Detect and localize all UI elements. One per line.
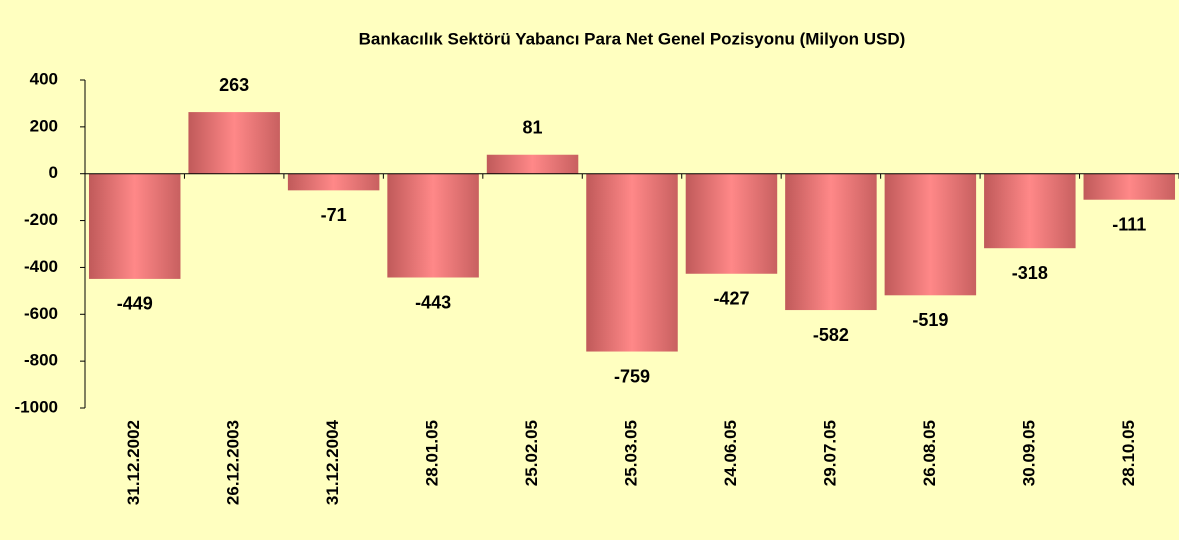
bar: [586, 173, 678, 352]
value-label: 81: [523, 117, 543, 137]
bar: [785, 173, 877, 311]
bar: [1083, 173, 1176, 200]
value-label: -443: [415, 292, 451, 312]
value-label: -582: [813, 325, 849, 345]
value-label: 263: [219, 75, 249, 95]
chart-title: Bankacılık Sektörü Yabancı Para Net Gene…: [359, 29, 906, 48]
bar: [486, 154, 579, 174]
y-tick-label: -800: [24, 351, 58, 370]
x-tick-label: 31.12.2004: [323, 419, 342, 505]
bar: [387, 173, 479, 278]
y-tick-label: -600: [24, 304, 58, 323]
value-label: -318: [1012, 263, 1048, 283]
value-label: -519: [912, 310, 948, 330]
y-tick-label: -200: [24, 210, 58, 229]
y-tick-label: 0: [49, 163, 58, 182]
x-tick-label: 26.12.2003: [224, 420, 243, 505]
bar: [287, 173, 380, 191]
value-label: -449: [117, 294, 153, 314]
x-tick-label: 29.07.05: [820, 420, 839, 486]
bar: [685, 173, 778, 274]
y-tick-label: -1000: [15, 397, 58, 416]
x-tick-label: 24.06.05: [721, 420, 740, 486]
x-tick-label: 26.08.05: [920, 420, 939, 486]
bar: [984, 173, 1076, 249]
y-tick-label: -400: [24, 257, 58, 276]
value-label: -427: [713, 289, 749, 309]
x-tick-label: 25.03.05: [621, 420, 640, 486]
x-tick-label: 30.09.05: [1019, 420, 1038, 486]
bar: [188, 112, 280, 174]
x-tick-label: 25.02.05: [522, 420, 541, 486]
x-tick-label: 31.12.2002: [124, 420, 143, 505]
bar: [88, 173, 181, 279]
value-label: -759: [614, 366, 650, 386]
y-tick-label: 400: [30, 69, 58, 88]
bar: [884, 173, 977, 296]
value-label: -71: [321, 205, 347, 225]
x-tick-label: 28.01.05: [423, 420, 442, 486]
y-tick-label: 200: [30, 116, 58, 135]
x-tick-label: 28.10.05: [1119, 420, 1138, 486]
value-label: -111: [1112, 214, 1146, 234]
